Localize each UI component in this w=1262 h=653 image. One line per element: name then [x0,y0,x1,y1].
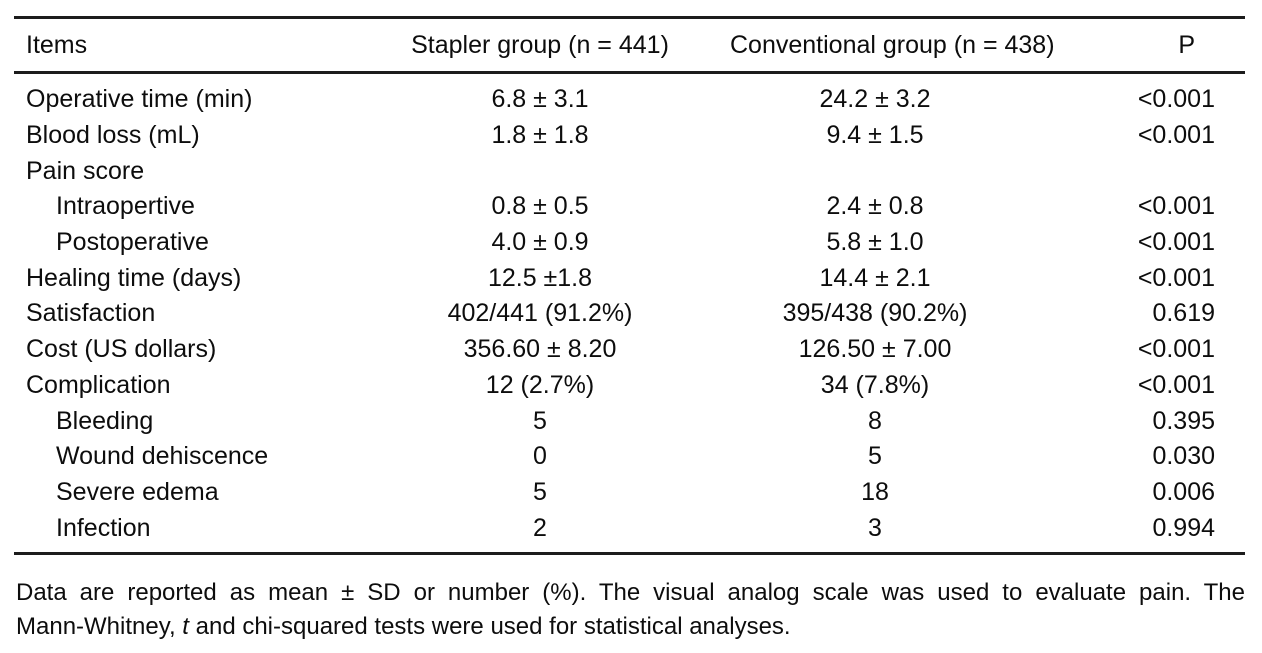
p-value: 0.619 [1152,299,1215,328]
p-value: 0.006 [1152,477,1215,506]
conventional-value: 395/438 (90.2%) [782,299,968,328]
table-row: Operative time (min) 6.8 ± 3.1 24.2 ± 3.… [14,82,1245,118]
table-header-rule [14,71,1245,74]
table-row: Cost (US dollars) 356.60 ± 8.20 126.50 ±… [14,332,1245,368]
table-row: Complication 12 (2.7%) 34 (7.8%) <0.001 [14,368,1245,404]
table-row: Intraopertive 0.8 ± 0.5 2.4 ± 0.8 <0.001 [14,189,1245,225]
conventional-value: 8 [868,406,882,435]
stapler-value: 6.8 ± 3.1 [491,85,589,114]
footnote-line-2: Mann-Whitney, t and chi-squared tests we… [16,610,1245,644]
table-row: Healing time (days) 12.5 ±1.8 14.4 ± 2.1… [14,260,1245,296]
item-label: Wound dehiscence [56,442,269,471]
item-label: Severe edema [56,477,219,506]
conventional-value: 34 (7.8%) [820,370,930,399]
p-value: 0.395 [1152,406,1215,435]
stapler-value: 0.8 ± 0.5 [491,192,589,221]
table-row: Blood loss (mL) 1.8 ± 1.8 9.4 ± 1.5 <0.0… [14,118,1245,154]
footnote-line2-post: and chi-squared tests were used for stat… [188,612,791,640]
stapler-value: 4.0 ± 0.9 [491,228,589,257]
table-row: Postoperative 4.0 ± 0.9 5.8 ± 1.0 <0.001 [14,225,1245,261]
stapler-value: 356.60 ± 8.20 [463,335,617,364]
item-label: Complication [26,370,171,399]
p-value: <0.001 [1137,192,1215,221]
item-label: Cost (US dollars) [26,335,217,364]
footnote-line2-pre: Mann-Whitney, [16,612,183,640]
conventional-value: 9.4 ± 1.5 [826,121,924,150]
table-top-rule [14,16,1245,19]
p-value: <0.001 [1137,121,1215,150]
stapler-value: 402/441 (91.2%) [447,299,633,328]
table-header-row: Items Stapler group (n = 441) Convention… [14,19,1245,71]
item-label: Satisfaction [26,299,156,328]
footnote-line-1: Data are reported as mean ± SD or number… [16,578,1245,606]
p-value: <0.001 [1137,85,1215,114]
header-stapler-group: Stapler group (n = 441) [411,30,669,59]
stapler-value: 5 [533,406,547,435]
outcomes-table: Items Stapler group (n = 441) Convention… [14,16,1245,644]
table-footnote: Data are reported as mean ± SD or number… [14,576,1245,644]
conventional-value: 14.4 ± 2.1 [819,263,931,292]
stapler-value: 2 [533,513,547,542]
conventional-value: 126.50 ± 7.00 [798,335,952,364]
conventional-value: 24.2 ± 3.2 [819,85,931,114]
p-value: <0.001 [1137,263,1215,292]
p-value: <0.001 [1137,335,1215,364]
p-value: 0.030 [1152,442,1215,471]
p-value: <0.001 [1137,370,1215,399]
table-body: Operative time (min) 6.8 ± 3.1 24.2 ± 3.… [14,74,1245,552]
item-label: Pain score [26,156,145,185]
item-label: Postoperative [56,228,209,257]
header-items: Items [26,30,88,59]
table-row: Satisfaction 402/441 (91.2%) 395/438 (90… [14,296,1245,332]
header-p: P [1178,30,1195,59]
item-label: Intraopertive [56,192,195,221]
table-row: Wound dehiscence 0 5 0.030 [14,439,1245,475]
item-label: Healing time (days) [26,263,242,292]
stapler-value: 12 (2.7%) [485,370,595,399]
p-value: <0.001 [1137,228,1215,257]
table-row: Pain score [14,153,1245,189]
table-row: Bleeding 5 8 0.395 [14,403,1245,439]
conventional-value: 5.8 ± 1.0 [826,228,924,257]
stapler-value: 1.8 ± 1.8 [491,121,589,150]
table-row: Severe edema 5 18 0.006 [14,475,1245,511]
stapler-value: 5 [533,477,547,506]
conventional-value: 2.4 ± 0.8 [826,192,924,221]
table-bottom-rule [14,551,1245,555]
stapler-value: 0 [533,442,547,471]
footnote-italic-t: t [182,612,189,640]
table-row: Infection 2 3 0.994 [14,510,1245,546]
p-value: 0.994 [1152,513,1215,542]
item-label: Blood loss (mL) [26,121,200,150]
header-conventional-group: Conventional group (n = 438) [730,30,1055,59]
conventional-value: 3 [868,513,882,542]
item-label: Infection [56,513,151,542]
conventional-value: 18 [861,477,889,506]
stapler-value: 12.5 ±1.8 [487,263,593,292]
item-label: Operative time (min) [26,85,253,114]
item-label: Bleeding [56,406,154,435]
conventional-value: 5 [868,442,882,471]
